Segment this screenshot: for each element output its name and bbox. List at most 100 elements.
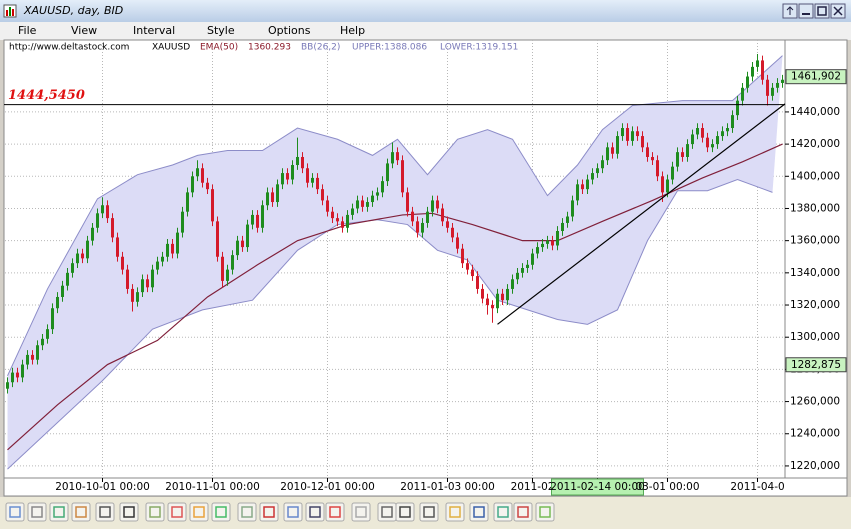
candle-body	[711, 144, 714, 148]
x-tick-label: 2011-04-0	[730, 481, 784, 493]
level-label: 1444,5450	[8, 88, 85, 103]
candle-body	[6, 382, 9, 389]
candle-body	[306, 168, 309, 183]
candle-body	[686, 144, 689, 157]
candle-body	[676, 152, 679, 167]
candle-body	[721, 131, 724, 137]
toolbar-icon	[497, 506, 509, 518]
x-tick-label: 2010-10-01 00:00	[55, 481, 150, 493]
candle-body	[41, 338, 44, 346]
candle-body	[86, 240, 89, 259]
toolbar-button[interactable]	[211, 502, 231, 522]
toolbar-icon	[399, 506, 411, 518]
minimize-button[interactable]	[798, 3, 814, 19]
candle-body	[581, 184, 584, 190]
menu-item[interactable]: View	[71, 24, 97, 37]
toolbar-button[interactable]	[95, 502, 115, 522]
candle-body	[311, 177, 314, 183]
toolbar-button[interactable]	[259, 502, 279, 522]
candle-body	[541, 243, 544, 248]
toolbar-button[interactable]	[167, 502, 187, 522]
toolbar-button[interactable]	[513, 502, 533, 522]
x-tick-label: 2011-01-03 00:00	[400, 481, 495, 493]
candle-body	[506, 288, 509, 301]
candle-body	[386, 163, 389, 182]
candle-body	[316, 177, 319, 190]
toolbar-button[interactable]	[49, 502, 69, 522]
candle-body	[286, 173, 289, 180]
toolbar-icon	[9, 506, 21, 518]
candle-body	[511, 279, 514, 289]
candle-body	[186, 192, 189, 212]
candle-body	[401, 160, 404, 193]
x-tick-label: 03-01 00:00	[635, 481, 699, 493]
toolbar-button[interactable]	[469, 502, 489, 522]
toolbar-button[interactable]	[351, 502, 371, 522]
header-lower: LOWER:1319.151	[440, 43, 518, 53]
candle-body	[241, 240, 244, 248]
toolbar-button[interactable]	[27, 502, 47, 522]
x-tick-label: 2010-12-01 00:00	[280, 481, 375, 493]
toolbar-button[interactable]	[395, 502, 415, 522]
menu-item[interactable]: Help	[340, 24, 365, 37]
candle-body	[596, 168, 599, 174]
candle-body	[131, 288, 134, 302]
toolbar-button[interactable]	[119, 502, 139, 522]
candle-body	[591, 173, 594, 180]
toolbar-button[interactable]	[305, 502, 325, 522]
candle-body	[66, 272, 69, 286]
toolbar-button[interactable]	[325, 502, 345, 522]
y-tick-label: 1220,000	[790, 460, 840, 472]
toolbar-button[interactable]	[535, 502, 555, 522]
toolbar-button[interactable]	[493, 502, 513, 522]
candle-body	[421, 222, 424, 233]
toolbar-button[interactable]	[283, 502, 303, 522]
candle-body	[361, 200, 364, 207]
toolbar-button[interactable]	[145, 502, 165, 522]
candle-body	[656, 160, 659, 177]
toolbar-button[interactable]	[377, 502, 397, 522]
candle-body	[121, 256, 124, 270]
menu-item[interactable]: File	[18, 24, 37, 37]
maximize-button[interactable]	[814, 3, 830, 19]
candle-body	[586, 179, 589, 190]
candle-body	[191, 176, 194, 193]
candle-body	[476, 276, 479, 289]
candle-body	[381, 181, 384, 193]
toolbar-icon	[329, 506, 341, 518]
menu-item[interactable]: Style	[207, 24, 235, 37]
candle-body	[371, 195, 374, 203]
toolbar-button[interactable]	[419, 502, 439, 522]
candle-body	[96, 213, 99, 228]
candle-body	[761, 60, 764, 80]
toolbar-icon	[31, 506, 43, 518]
candle-body	[266, 192, 269, 206]
x-tick-label: 2010-11-01 00:00	[165, 481, 260, 493]
y-tick-label: 1400,000	[790, 170, 840, 182]
toolbar-button[interactable]	[445, 502, 465, 522]
toolbar-icon	[449, 506, 461, 518]
toolbar-button[interactable]	[237, 502, 257, 522]
candle-body	[151, 269, 154, 288]
candle-body	[431, 200, 434, 212]
toolbar-button[interactable]	[71, 502, 91, 522]
price-tag-label: 1282,875	[791, 359, 841, 371]
price-tag	[785, 357, 847, 373]
candle-body	[606, 147, 609, 161]
candle-body	[726, 128, 729, 132]
price-tag-label: 1461,902	[791, 71, 841, 83]
candle-body	[136, 292, 139, 302]
candle-body	[616, 136, 619, 154]
toolbar-button[interactable]	[5, 502, 25, 522]
menu-item[interactable]: Interval	[133, 24, 175, 37]
toolbar-icon	[123, 506, 135, 518]
candle-body	[21, 364, 24, 378]
candle-body	[176, 232, 179, 254]
menu-bar	[0, 22, 851, 40]
candle-body	[701, 128, 704, 138]
menu-item[interactable]: Options	[268, 24, 311, 37]
toolbar-buttons	[5, 502, 555, 522]
candle-body	[756, 60, 759, 67]
toolbar-button[interactable]	[189, 502, 209, 522]
